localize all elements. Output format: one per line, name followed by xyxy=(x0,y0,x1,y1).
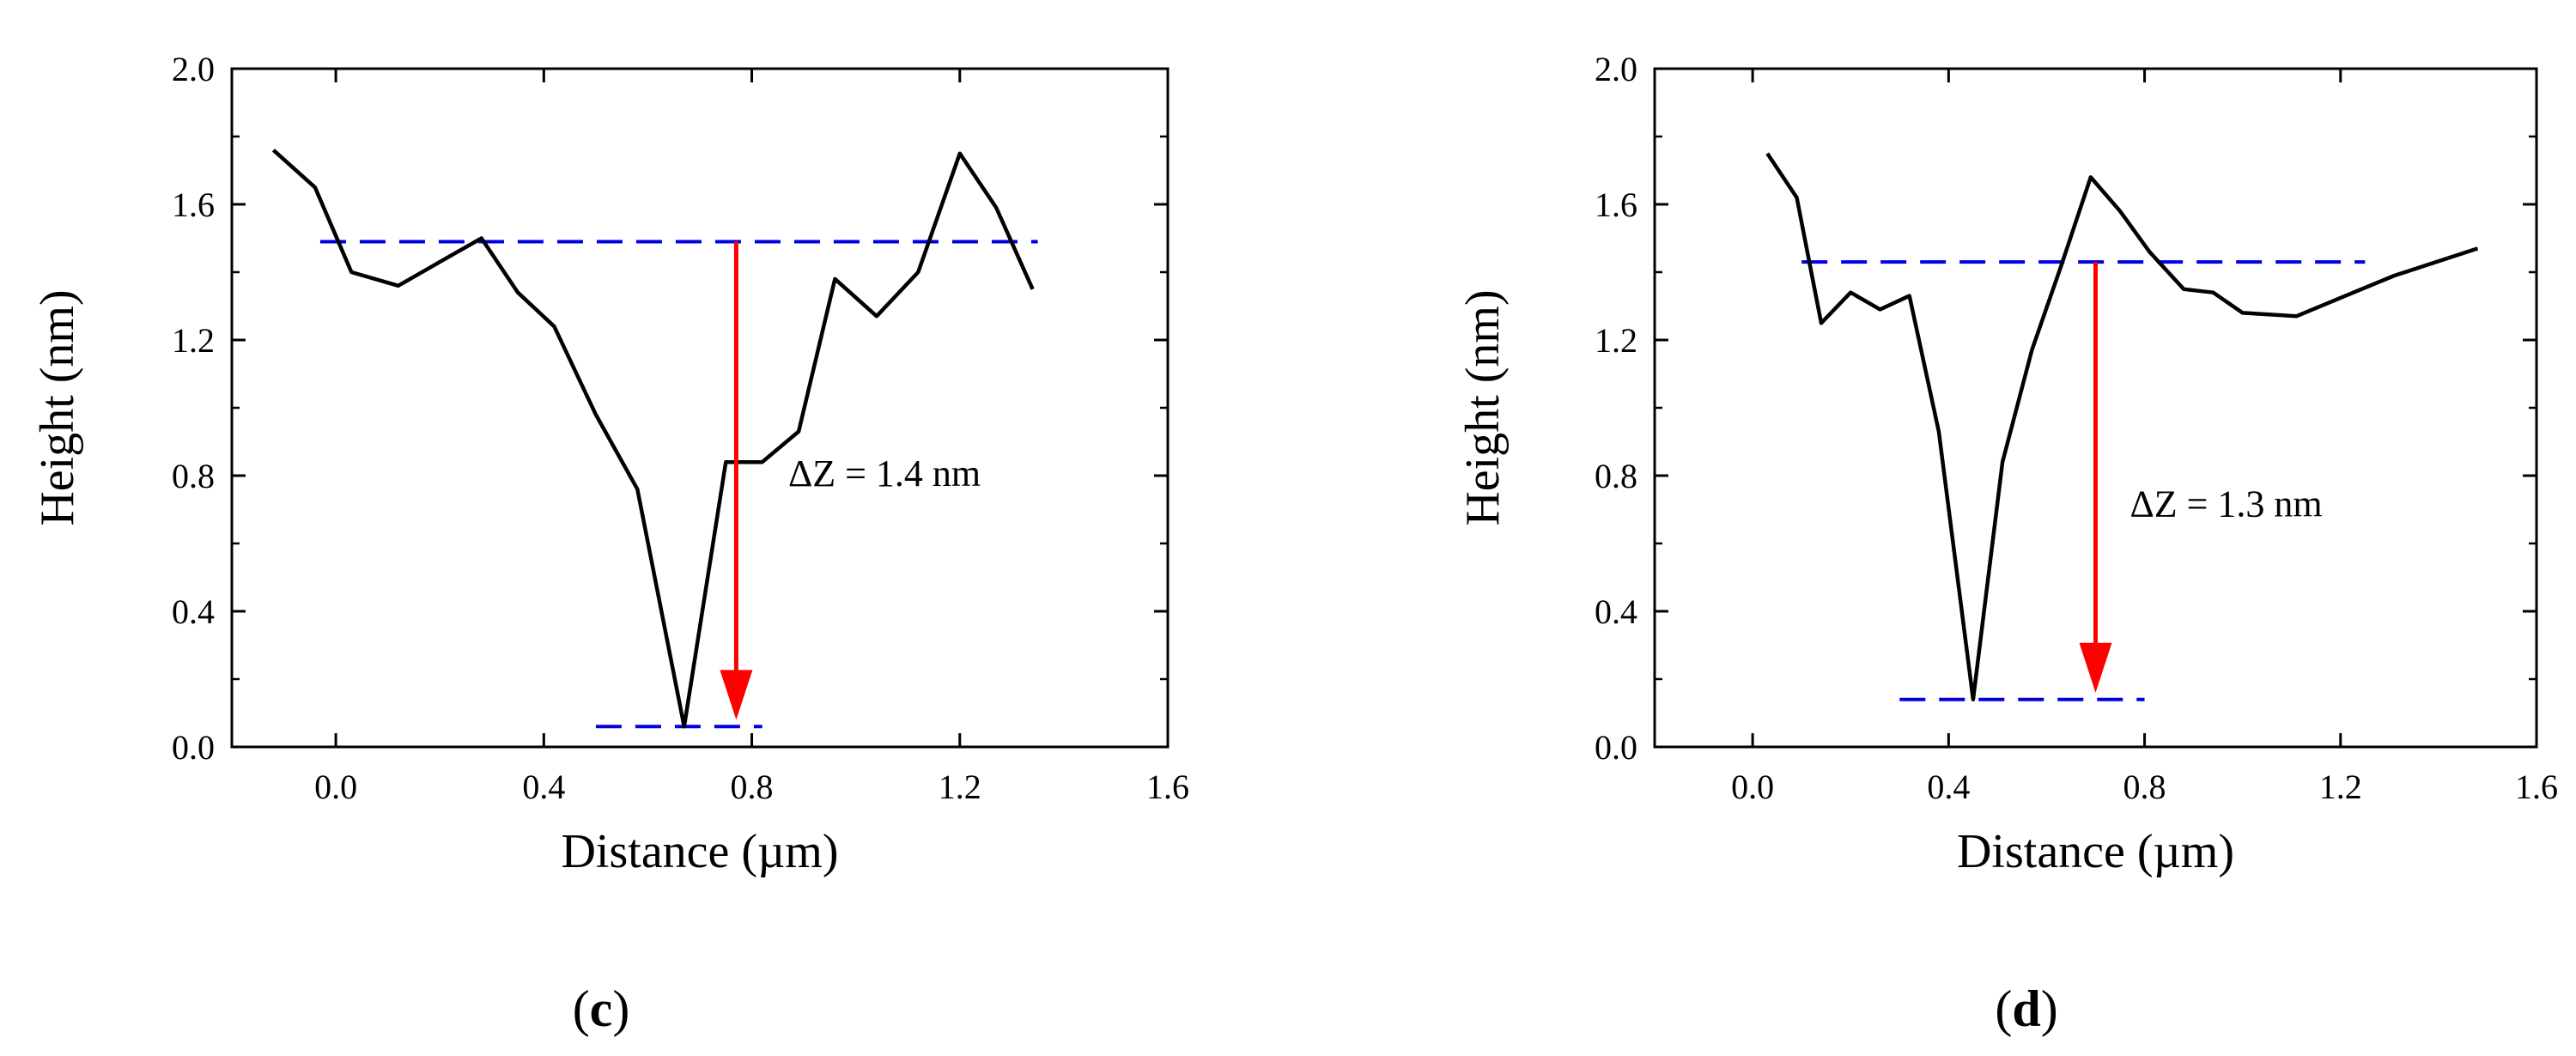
x-tick-label: 0.4 xyxy=(1927,768,1970,806)
y-tick-label: 0.8 xyxy=(1595,457,1637,495)
y-tick-label: 1.6 xyxy=(172,185,215,224)
y-tick-label: 2.0 xyxy=(172,50,215,88)
y-tick-label: 0.8 xyxy=(172,457,215,495)
x-tick-label: 0.8 xyxy=(2123,768,2166,806)
y-tick-label: 2.0 xyxy=(1595,50,1637,88)
x-tick-label: 1.6 xyxy=(2515,768,2558,806)
y-axis-title: Height (nm) xyxy=(1456,289,1510,525)
x-tick-label: 0.0 xyxy=(314,768,357,806)
x-tick-label: 1.6 xyxy=(1146,768,1189,806)
x-tick-label: 0.0 xyxy=(1731,768,1774,806)
chart-panel-d: 0.0 0.4 0.8 1.2 1.6 0.0 0.4 0.8 1.2 1.6 2.0 Distanc… xyxy=(1456,50,2558,1037)
y-tick-label: 1.2 xyxy=(172,321,215,360)
delta-z-annotation: ΔZ = 1.3 nm xyxy=(2129,482,2322,525)
x-tick-label: 0.4 xyxy=(522,768,565,806)
x-axis-title: Distance (µm) xyxy=(1957,825,2234,878)
delta-z-annotation: ΔZ = 1.4 nm xyxy=(788,452,981,495)
chart-panel-c: 0.0 0.4 0.8 1.2 1.6 0.0 0.4 0.8 1.2 1.6 2.0 Distanc… xyxy=(31,50,1189,1037)
y-tick-label: 0.4 xyxy=(1595,592,1637,631)
series-line xyxy=(1765,152,2479,701)
delta-arrow-head xyxy=(2079,642,2112,693)
plot-frame xyxy=(230,67,1170,749)
x-tick-label: 0.8 xyxy=(731,768,774,806)
y-tick-label: 1.6 xyxy=(1595,185,1637,224)
panel-label: (d) xyxy=(1995,980,2057,1037)
x-tick-label: 1.2 xyxy=(939,768,981,806)
x-axis-title: Distance (µm) xyxy=(561,825,838,878)
panel-label: (c) xyxy=(573,980,630,1037)
delta-arrow-head xyxy=(720,670,753,720)
y-tick-label: 0.0 xyxy=(1595,728,1637,767)
y-tick-label: 0.0 xyxy=(172,728,215,767)
y-axis-title: Height (nm) xyxy=(31,289,84,525)
y-tick-label: 1.2 xyxy=(1595,321,1637,360)
series-line xyxy=(271,149,1035,729)
y-tick-label: 0.4 xyxy=(172,592,215,631)
x-tick-label: 1.2 xyxy=(2319,768,2362,806)
